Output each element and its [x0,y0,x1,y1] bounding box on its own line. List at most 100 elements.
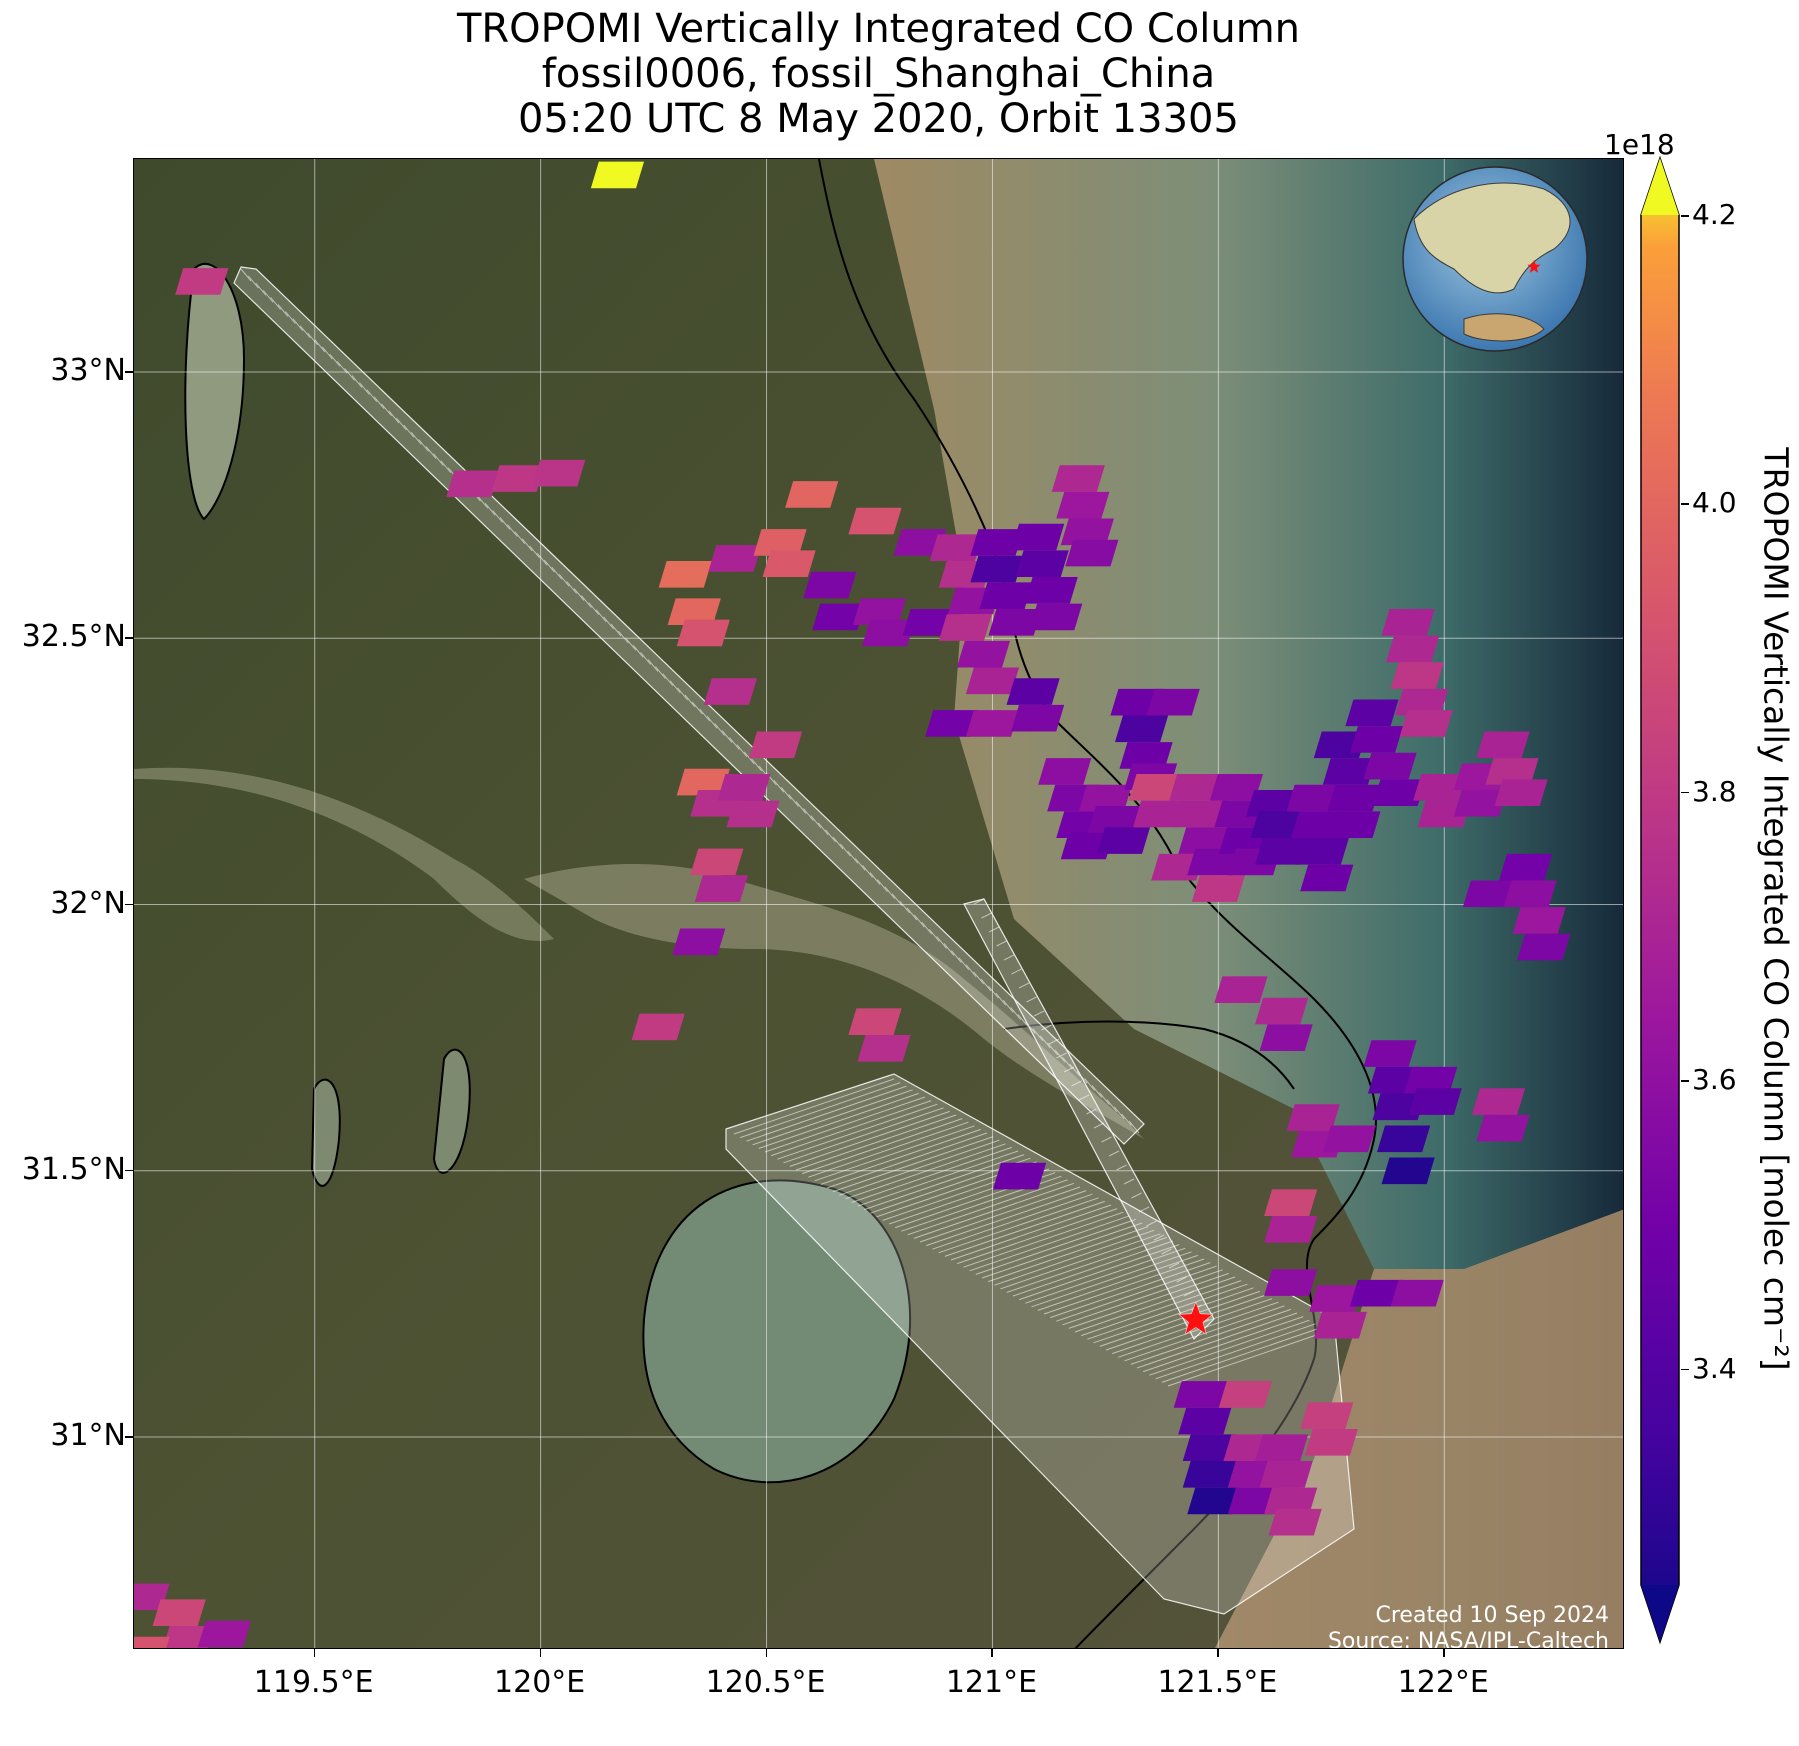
swath-hatch-line [969,1215,1130,1272]
swath-hatch-line [1033,1010,1045,1017]
co-sounding-cell [1065,539,1119,567]
co-sounding-cell [1169,774,1223,801]
swath-hatch-line [640,652,651,665]
swath-hatch-line [1012,1240,1174,1297]
co-sounding-cell [1173,800,1227,828]
co-sounding-cell [1264,1189,1318,1217]
co-sounding-cell [1413,774,1467,801]
co-sounding-cell [1349,1279,1404,1307]
globe-inset [1402,166,1588,352]
co-sounding-cell [1408,1088,1462,1115]
swath-hatch-line [440,460,452,474]
swath-hatch-line [1056,1052,1067,1059]
lon-tick-label: 119.5°E [253,1665,374,1700]
swath-hatch-line [1087,1283,1248,1340]
co-sounding-cell [676,619,730,647]
co-sounding-cell [1453,790,1508,817]
lon-tick-label: 121.5°E [1157,1665,1278,1700]
co-sounding-cell [1485,758,1539,785]
colorbar [1640,155,1680,1645]
swath-hatch-line [292,318,304,332]
swath-hatch-line [814,1125,975,1182]
swath-hatch-line [1093,1287,1254,1344]
globe-target-star-icon [1527,260,1541,273]
co-sounding-cell [491,465,545,492]
swath-hatch-line [884,886,896,900]
swath-hatch-line [544,559,555,573]
lat-tick-label: 32.5°N [21,619,126,655]
swath-hatch-line [944,1200,1105,1257]
swath-hatch-line [721,730,733,743]
swath-hatch-line [1019,1244,1180,1301]
co-sounding-cell [1381,608,1435,636]
swath-hatch-line [1121,1113,1132,1127]
swath-hatch-line [1011,968,1022,975]
swath-hatch-line [820,1128,981,1185]
swath-hatch-line [1143,1316,1304,1373]
swath-hatch-line [1069,1063,1081,1077]
co-sounding-cell [1255,997,1309,1025]
swath-hatch-line [1002,999,1014,1013]
co-sounding-cell [1255,1434,1309,1461]
co-sounding-cell [929,534,983,562]
lon-tick-label: 120°E [494,1665,586,1700]
co-sounding-cell [1011,523,1065,551]
swath-hatch-line [826,1132,988,1189]
colorbar-gradient [1640,155,1680,1645]
swath-hatch-line [777,1103,938,1160]
swath-hatch-line [951,950,962,963]
lon-tick-label: 121°E [945,1665,1038,1700]
co-sounding-cell [676,768,730,796]
co-sounding-cell [1476,731,1530,759]
swath-hatch-line [1068,1272,1229,1329]
co-sounding-cell [1517,933,1571,961]
swath-hatch-line [752,1089,913,1146]
co-sounding-cell [667,598,721,625]
co-sounding-cell [1377,1125,1431,1153]
swath-hatch-line [388,410,400,424]
swath-hatch-line [789,1110,950,1167]
colorbar-tick-label: 3.4 [1692,1351,1737,1385]
swath-hatch-line [1041,1024,1052,1031]
swath-hatch-line [655,666,666,679]
swath-hatch-line [1105,1294,1267,1351]
swath-hatch-line [891,893,903,907]
swath-hatch-line [647,659,659,672]
swath-hatch-line [595,609,607,623]
co-sounding-cell [175,268,229,295]
swath-hatch-line [995,992,1007,1006]
co-sounding-cell [1322,758,1376,785]
lon-tick-mark [539,1649,542,1657]
co-sounding-cell [1182,1460,1236,1488]
swath-hatch-line [1000,1233,1161,1290]
co-sounding-cell [1390,1279,1444,1307]
co-sounding-cell [992,1162,1047,1190]
co-sounding-cell [1494,779,1548,806]
co-sounding-cell [590,161,645,189]
co-sounding-cell [672,928,726,956]
swath-hatch-line [551,566,563,580]
map-panel[interactable]: Created 10 Sep 2024 Source: NASA/JPL-Cal… [133,158,1624,1649]
swath-hatch-line [1032,1028,1044,1042]
co-sounding-cell [717,774,771,801]
co-sounding-cell [1218,1381,1273,1408]
swath-hatch-line [1056,1265,1217,1322]
swath-hatch-line [1138,1206,1150,1213]
target-star-icon[interactable] [1178,1301,1214,1335]
swath-hatch-line [736,744,748,758]
swath-hatch-line [847,850,859,864]
swath-hatch-line [981,912,992,919]
swath-hatch-line [1062,1056,1073,1070]
co-sounding-cell [1300,864,1354,892]
swath-hatch-line [833,1136,994,1193]
swath-hatch-line [529,545,540,559]
swath-hatch-line [795,1114,957,1171]
co-sounding-cell [658,561,712,588]
co-sounding-cell [1191,875,1245,902]
lat-tick-mark [125,637,133,639]
swath-hatch-line [950,1204,1112,1261]
swath-hatch-line [1130,1308,1291,1365]
co-sounding-cell [1078,784,1132,812]
swath-hatch-line [1093,1122,1105,1129]
co-sounding-cell [965,710,1020,737]
